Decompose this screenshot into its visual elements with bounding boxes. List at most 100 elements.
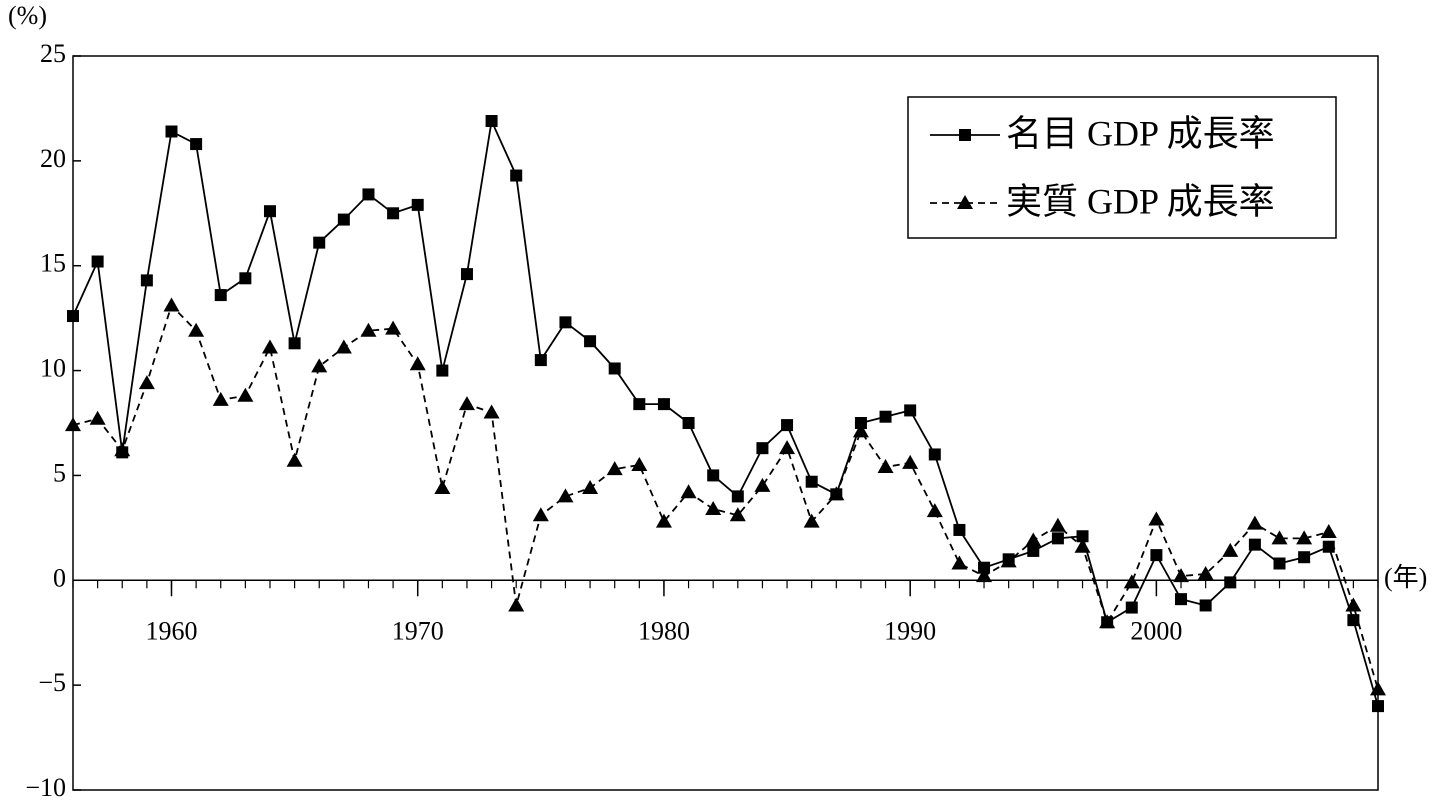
y-tick-label: 0 xyxy=(53,563,66,592)
data-point xyxy=(288,337,301,350)
data-point xyxy=(360,322,377,337)
data-point xyxy=(67,310,79,323)
data-point xyxy=(337,213,350,226)
data-point xyxy=(1049,517,1066,532)
x-tick-label: 2000 xyxy=(1130,616,1182,645)
data-point xyxy=(559,316,572,329)
data-point xyxy=(1345,597,1362,612)
data-point xyxy=(263,205,276,218)
data-point xyxy=(902,454,919,469)
data-point xyxy=(114,442,131,457)
data-point xyxy=(953,523,966,536)
data-point xyxy=(1076,530,1089,543)
data-point xyxy=(214,289,227,302)
data-point xyxy=(631,456,648,471)
legend-marker xyxy=(959,129,971,141)
y-tick-label: −10 xyxy=(25,773,66,802)
data-point xyxy=(877,459,894,474)
data-point xyxy=(411,198,424,211)
y-tick-label: 5 xyxy=(53,458,66,487)
data-point xyxy=(460,268,473,281)
data-point xyxy=(237,387,254,402)
data-point xyxy=(1000,553,1017,568)
x-tick-label: 1960 xyxy=(145,616,197,645)
data-point xyxy=(978,561,991,574)
series-line xyxy=(72,303,1379,690)
data-point xyxy=(1296,530,1313,545)
data-point xyxy=(387,207,400,220)
data-point xyxy=(89,410,106,425)
data-point xyxy=(754,477,771,492)
x-unit-label: (年) xyxy=(1384,563,1427,592)
data-point xyxy=(1224,576,1237,589)
y-tick-label: 15 xyxy=(40,249,66,278)
data-point xyxy=(434,480,451,495)
data-point xyxy=(879,410,892,423)
y-tick-label: −5 xyxy=(38,668,66,697)
data-point xyxy=(779,440,796,455)
data-point xyxy=(682,417,695,429)
data-point xyxy=(608,362,621,375)
data-point xyxy=(633,398,646,411)
data-point xyxy=(385,320,402,335)
data-point xyxy=(584,335,597,348)
data-point xyxy=(1273,557,1286,570)
data-point xyxy=(311,358,328,373)
data-point xyxy=(510,169,523,182)
data-point xyxy=(163,297,180,312)
data-point xyxy=(458,396,475,411)
data-point xyxy=(606,461,623,476)
data-point xyxy=(362,188,375,201)
data-point xyxy=(852,423,869,438)
data-point xyxy=(1199,599,1212,612)
series-line xyxy=(72,117,1379,707)
data-point xyxy=(1248,538,1261,551)
legend-marker xyxy=(957,195,973,209)
data-point xyxy=(1027,544,1040,557)
data-point xyxy=(976,568,993,583)
data-point xyxy=(731,490,744,503)
data-point xyxy=(926,503,943,518)
data-point xyxy=(1148,511,1165,526)
legend-label: 名目 GDP 成長率 xyxy=(1006,113,1275,153)
data-point xyxy=(1347,614,1360,627)
data-point xyxy=(707,469,720,482)
data-point xyxy=(582,480,599,495)
data-point xyxy=(286,452,303,467)
data-point xyxy=(138,375,155,390)
data-point xyxy=(1099,614,1116,629)
y-tick-label: 25 xyxy=(40,39,66,68)
data-point xyxy=(483,404,500,419)
data-point xyxy=(655,513,672,528)
data-point xyxy=(261,339,278,354)
data-point xyxy=(680,484,697,499)
data-point xyxy=(1370,681,1386,696)
data-point xyxy=(1246,515,1263,530)
data-point xyxy=(1372,700,1384,713)
data-point xyxy=(212,391,229,406)
data-point xyxy=(485,115,498,128)
data-point xyxy=(140,274,153,287)
data-point xyxy=(1125,601,1138,614)
data-point xyxy=(91,255,104,268)
data-point xyxy=(1175,593,1188,606)
data-point xyxy=(557,488,574,503)
data-point xyxy=(805,475,818,488)
legend-label: 実質 GDP 成長率 xyxy=(1006,181,1275,221)
data-point xyxy=(729,507,746,522)
data-point xyxy=(1074,538,1091,553)
legend-box xyxy=(907,96,1337,239)
data-point xyxy=(951,555,968,570)
data-point xyxy=(1051,532,1064,545)
data-point xyxy=(1271,530,1288,545)
data-point xyxy=(190,138,203,151)
data-point xyxy=(409,356,426,371)
data-point xyxy=(508,597,525,612)
data-point xyxy=(1197,565,1214,580)
data-point xyxy=(532,507,549,522)
data-point xyxy=(803,513,820,528)
data-point xyxy=(313,236,326,249)
data-point xyxy=(1025,532,1042,547)
data-point xyxy=(1173,568,1190,583)
